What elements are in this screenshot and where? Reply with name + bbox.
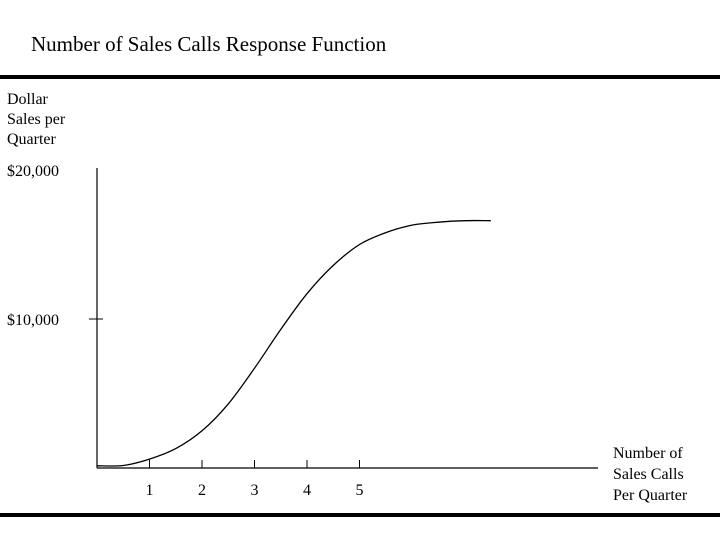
x-tick-label-1: 1 (146, 482, 154, 499)
x-tick-label-5: 5 (356, 482, 364, 499)
y-tick-label-20000: $20,000 (7, 163, 59, 180)
x-tick-label-4: 4 (303, 482, 311, 499)
chart-title: Number of Sales Calls Response Function (31, 32, 387, 56)
top-rule (0, 75, 720, 79)
response-curve (96, 219, 491, 467)
bottom-rule (0, 513, 720, 517)
x-axis-label: Number of Sales Calls Per Quarter (613, 445, 688, 504)
x-tick-label-2: 2 (198, 482, 206, 499)
y-tick-label-10000: $10,000 (7, 312, 59, 329)
y-axis-label: Dollar Sales per Quarter (7, 91, 66, 148)
x-tick-label-3: 3 (251, 482, 259, 499)
